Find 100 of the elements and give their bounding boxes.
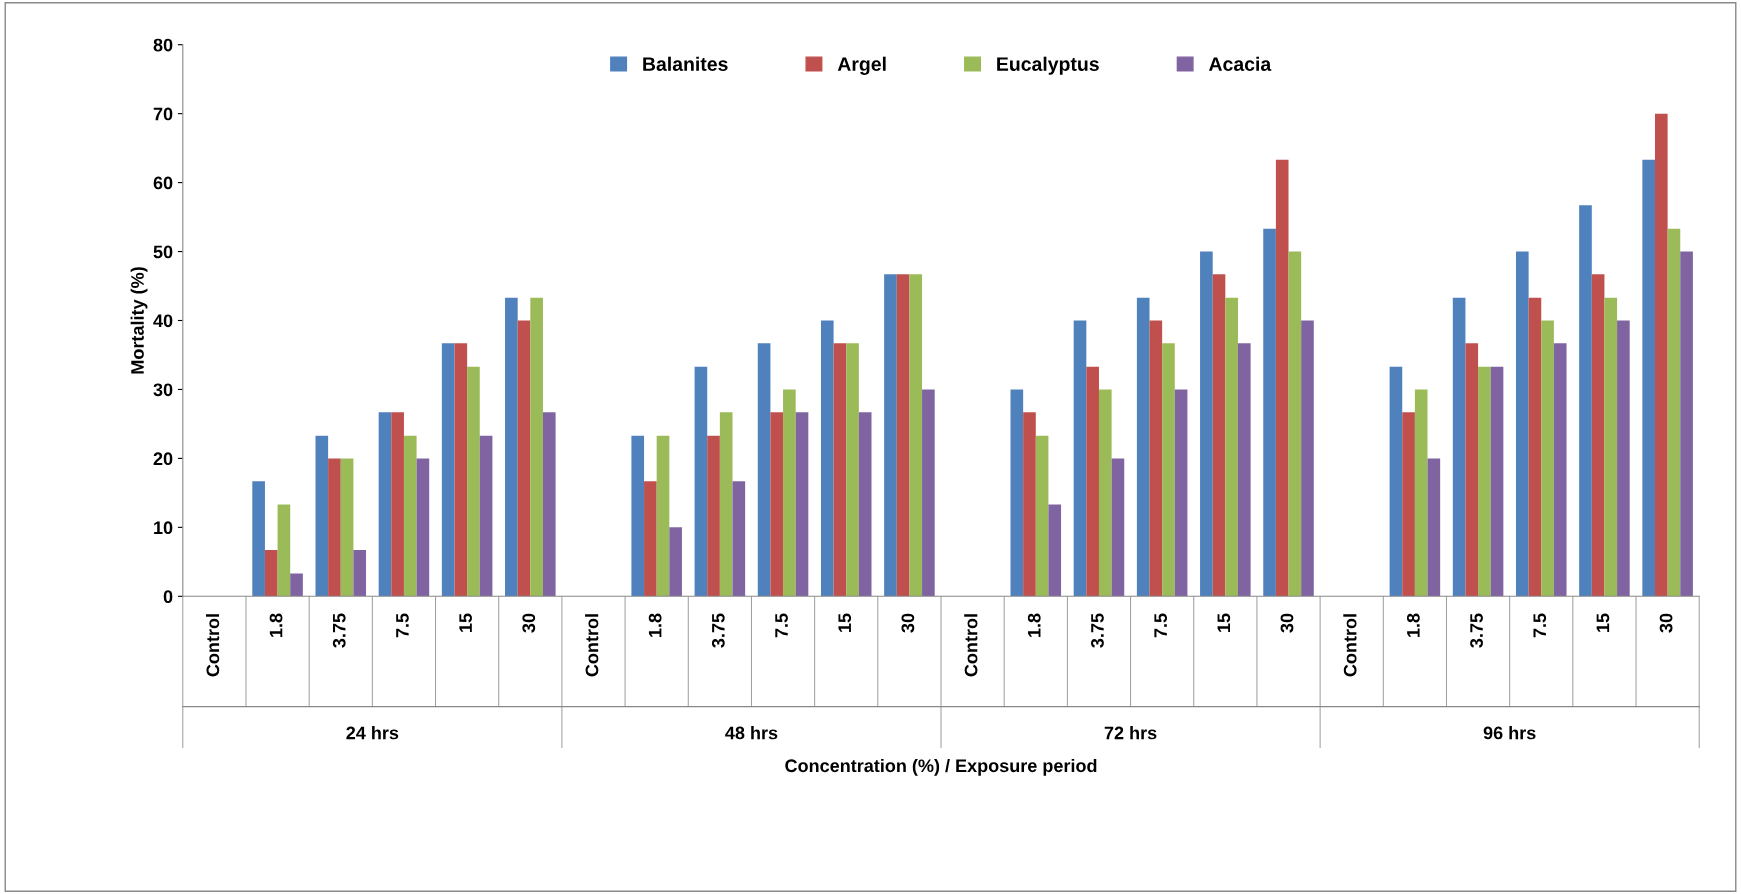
bar bbox=[1149, 320, 1163, 597]
x-tick-label: 7.5 bbox=[396, 613, 409, 638]
bar bbox=[1579, 205, 1592, 597]
bar bbox=[1654, 113, 1668, 597]
bar bbox=[719, 412, 733, 597]
bar bbox=[1427, 458, 1441, 597]
x-tick-label: 3.75 bbox=[1091, 613, 1104, 648]
x-tick-label: 30 bbox=[1659, 613, 1673, 633]
bar bbox=[1136, 297, 1150, 597]
y-axis-title: Mortality (%) bbox=[130, 267, 148, 374]
bar bbox=[833, 343, 847, 597]
bar bbox=[340, 458, 354, 597]
bar bbox=[1541, 320, 1554, 597]
bar bbox=[1515, 251, 1529, 597]
bar bbox=[467, 366, 480, 597]
bar bbox=[441, 343, 455, 597]
bar bbox=[1680, 251, 1693, 597]
x-tick-label: 15 bbox=[1596, 613, 1610, 632]
bar bbox=[884, 274, 897, 597]
bar bbox=[1288, 251, 1302, 597]
x-tick-label: 1.8 bbox=[269, 613, 283, 637]
bar bbox=[542, 412, 556, 597]
y-tick-label: 30 bbox=[153, 383, 173, 397]
bar bbox=[1667, 228, 1681, 597]
bar bbox=[732, 481, 746, 597]
bar bbox=[1073, 320, 1087, 597]
bar bbox=[694, 366, 708, 597]
x-tick-label: 15 bbox=[1217, 613, 1231, 632]
bar bbox=[846, 343, 859, 597]
bar bbox=[1642, 159, 1655, 597]
bar bbox=[1035, 435, 1049, 597]
bar bbox=[644, 481, 657, 597]
y-tick-label: 0 bbox=[163, 590, 173, 604]
text: 48 hrs bbox=[725, 726, 778, 740]
bar bbox=[656, 435, 670, 597]
legend-label: Eucalyptus bbox=[997, 56, 1099, 75]
x-tick-label: 15 bbox=[459, 613, 472, 632]
bar bbox=[1465, 343, 1479, 597]
x-tick-label: Control bbox=[585, 614, 599, 677]
bar bbox=[1389, 366, 1403, 597]
bar bbox=[1200, 251, 1213, 597]
text: Concentration (%) / Exposure period bbox=[785, 758, 1097, 776]
x-tick-label: 15 bbox=[838, 613, 852, 632]
bar bbox=[1023, 412, 1036, 597]
bar bbox=[315, 435, 329, 597]
bar bbox=[909, 274, 923, 597]
bar bbox=[264, 550, 278, 597]
legend-label: Argel bbox=[837, 56, 886, 75]
x-tick-label: 3.75 bbox=[711, 613, 725, 648]
bar bbox=[1301, 320, 1314, 597]
x-tick-label: Control bbox=[1343, 614, 1357, 677]
bar bbox=[479, 435, 493, 597]
bar bbox=[1225, 297, 1238, 597]
x-tick-label: 7.5 bbox=[1533, 613, 1547, 638]
x-tick-label: 1.8 bbox=[1027, 613, 1041, 637]
bar bbox=[1604, 297, 1618, 597]
bar bbox=[1086, 366, 1099, 597]
bar bbox=[1237, 343, 1251, 597]
x-tick-label: 3.75 bbox=[1470, 613, 1483, 648]
x-tick-label: 30 bbox=[901, 613, 915, 633]
bar bbox=[795, 412, 809, 597]
y-tick-label: 40 bbox=[153, 314, 173, 328]
x-tick-label: 1.8 bbox=[648, 613, 662, 637]
x-tick-label: 7.5 bbox=[775, 613, 788, 638]
bar bbox=[1402, 412, 1415, 597]
y-tick-label: 60 bbox=[153, 176, 173, 190]
x-tick-label: Control bbox=[964, 614, 978, 677]
bar bbox=[416, 458, 430, 597]
bar bbox=[820, 320, 834, 597]
bar bbox=[1263, 228, 1276, 597]
text: 72 hrs bbox=[1104, 726, 1157, 740]
bar bbox=[290, 573, 303, 597]
bar bbox=[1591, 274, 1605, 597]
bar bbox=[1452, 297, 1466, 597]
legend-label: Acacia bbox=[1208, 56, 1272, 71]
x-tick-label: 3.75 bbox=[332, 613, 346, 648]
bar bbox=[1048, 504, 1062, 597]
bar bbox=[896, 274, 910, 597]
bar bbox=[1212, 274, 1226, 597]
bar bbox=[517, 320, 531, 597]
bar bbox=[454, 343, 468, 597]
bar bbox=[1275, 159, 1289, 597]
bar bbox=[858, 412, 872, 597]
bar bbox=[403, 435, 417, 597]
bar bbox=[277, 504, 291, 597]
bar bbox=[1478, 366, 1491, 597]
bar bbox=[328, 458, 341, 597]
bar bbox=[707, 435, 720, 597]
x-tick-label: Control bbox=[205, 614, 220, 677]
y-tick-label: 70 bbox=[153, 107, 173, 121]
x-tick-label: 30 bbox=[1280, 613, 1294, 633]
y-tick-label: 10 bbox=[154, 521, 173, 535]
x-tick-label: 7.5 bbox=[1154, 613, 1167, 638]
y-tick-label: 80 bbox=[153, 38, 173, 52]
bar bbox=[1098, 389, 1112, 597]
y-tick-label: 20 bbox=[153, 452, 173, 466]
bar bbox=[530, 297, 543, 597]
bar bbox=[505, 297, 518, 597]
bar bbox=[770, 412, 784, 597]
bar bbox=[1174, 389, 1188, 597]
